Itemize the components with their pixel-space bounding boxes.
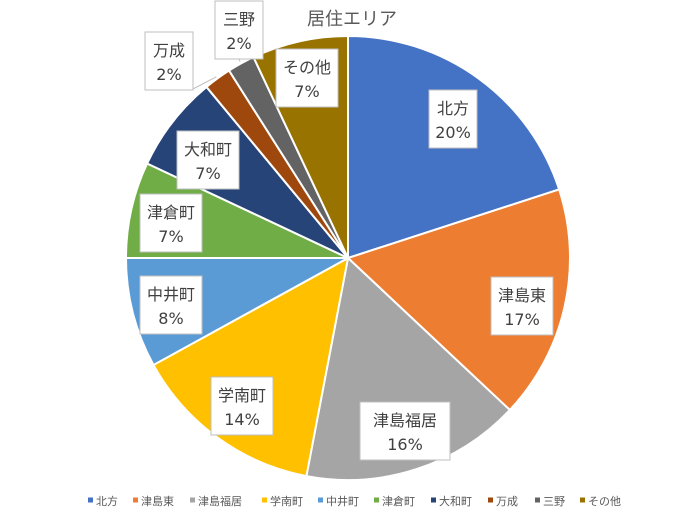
data-label-box-5 bbox=[139, 193, 203, 253]
legend-swatch-9 bbox=[580, 497, 585, 503]
data-label-value-8: 2% bbox=[226, 34, 251, 53]
data-label-box-2 bbox=[359, 401, 451, 461]
legend-label-2: 津島福居 bbox=[198, 494, 242, 508]
legend-swatch-7 bbox=[488, 497, 493, 503]
leader-line-7 bbox=[190, 76, 217, 91]
data-label-value-0: 20% bbox=[435, 123, 471, 142]
legend-swatch-4 bbox=[318, 497, 323, 503]
data-label-box-8 bbox=[214, 0, 264, 60]
legend-swatch-5 bbox=[374, 497, 379, 503]
data-label-category-7: 万成 bbox=[153, 41, 185, 60]
legend: 北方 津島東 津島福居 学南町 中井町 津倉町 大和町 万成 三野 その他 bbox=[88, 494, 621, 508]
pie-slice-2 bbox=[305, 256, 512, 481]
data-label-box-7 bbox=[144, 31, 194, 91]
data-label-category-8: 三野 bbox=[223, 10, 255, 29]
legend-swatch-3 bbox=[262, 497, 267, 503]
data-label-box-0 bbox=[428, 89, 478, 149]
legend-swatch-0 bbox=[88, 497, 93, 503]
legend-swatch-8 bbox=[535, 497, 540, 503]
legend-label-3: 学南町 bbox=[270, 494, 303, 508]
data-label-category-1: 津島東 bbox=[498, 286, 546, 305]
data-label-value-5: 7% bbox=[158, 227, 183, 246]
data-label-value-2: 16% bbox=[387, 435, 423, 454]
data-label-box-4 bbox=[139, 275, 203, 335]
data-labels: 北方 20% 津島東 17% 津島福居 16% 学南町 14% 中井町 8% 津倉町 7% 大和町 7% 万… bbox=[139, 0, 554, 461]
legend-label-7: 万成 bbox=[496, 495, 518, 508]
legend-label-5: 津倉町 bbox=[382, 494, 415, 508]
data-label-value-3: 14% bbox=[224, 410, 260, 429]
data-label-category-0: 北方 bbox=[437, 99, 469, 118]
data-label-category-5: 津倉町 bbox=[147, 203, 195, 222]
pie-slices bbox=[124, 34, 571, 481]
data-label-value-6: 7% bbox=[195, 164, 220, 183]
data-label-value-7: 2% bbox=[156, 65, 181, 84]
legend-label-0: 北方 bbox=[96, 494, 118, 508]
data-label-category-4: 中井町 bbox=[147, 285, 195, 304]
legend-label-4: 中井町 bbox=[326, 494, 359, 508]
data-label-value-1: 17% bbox=[504, 310, 540, 329]
legend-label-6: 大和町 bbox=[439, 494, 472, 508]
data-label-box-6 bbox=[176, 130, 240, 190]
data-label-category-9: その他 bbox=[283, 58, 331, 77]
data-label-category-2: 津島福居 bbox=[373, 411, 437, 430]
data-label-value-9: 7% bbox=[294, 82, 319, 101]
legend-swatch-2 bbox=[190, 497, 195, 503]
legend-label-1: 津島東 bbox=[141, 494, 174, 508]
legend-label-9: その他 bbox=[588, 495, 621, 508]
data-label-category-3: 学南町 bbox=[218, 386, 266, 405]
data-label-box-1 bbox=[490, 276, 554, 336]
chart-title: 居住エリア bbox=[307, 9, 397, 30]
legend-swatch-6 bbox=[431, 497, 436, 503]
pie-slice-1 bbox=[346, 188, 571, 412]
legend-label-8: 三野 bbox=[543, 495, 565, 508]
data-label-box-3 bbox=[210, 376, 274, 436]
data-label-category-6: 大和町 bbox=[184, 140, 232, 159]
data-label-value-4: 8% bbox=[158, 309, 183, 328]
legend-swatch-1 bbox=[133, 497, 138, 503]
data-label-box-9 bbox=[275, 48, 339, 108]
pie-slice-3 bbox=[152, 256, 350, 478]
